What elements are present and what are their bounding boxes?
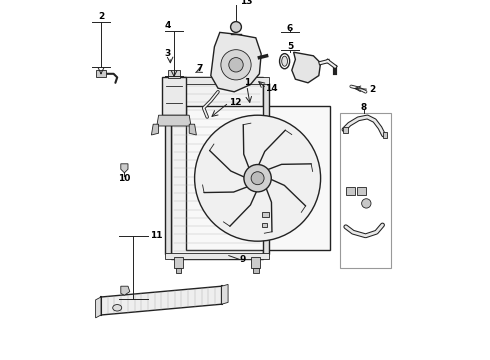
Polygon shape	[221, 284, 228, 304]
Text: 11: 11	[149, 231, 162, 240]
Bar	[357, 187, 366, 195]
Text: 8: 8	[361, 104, 367, 112]
Text: 2: 2	[98, 12, 104, 21]
Text: 12: 12	[229, 98, 241, 107]
Circle shape	[251, 172, 264, 185]
Circle shape	[362, 199, 371, 208]
Text: 1: 1	[244, 77, 250, 86]
Bar	[343, 127, 348, 133]
Text: 9: 9	[240, 255, 246, 264]
Bar	[253, 268, 259, 273]
Polygon shape	[121, 286, 130, 295]
Bar	[341, 113, 391, 268]
Text: 6: 6	[287, 23, 293, 32]
Polygon shape	[121, 164, 128, 173]
Bar	[165, 253, 270, 259]
Polygon shape	[151, 124, 159, 135]
Bar	[251, 257, 260, 268]
Bar	[162, 77, 186, 115]
Text: 14: 14	[265, 84, 277, 93]
Bar	[186, 106, 330, 250]
Bar	[383, 132, 387, 138]
Polygon shape	[292, 52, 320, 83]
Bar	[263, 83, 270, 254]
Bar	[346, 187, 355, 195]
Polygon shape	[211, 32, 261, 92]
Circle shape	[221, 50, 251, 80]
Polygon shape	[96, 297, 101, 318]
Ellipse shape	[280, 54, 290, 69]
Text: 4: 4	[165, 21, 171, 30]
Circle shape	[195, 115, 320, 241]
Bar	[165, 83, 171, 254]
Text: 2: 2	[369, 85, 375, 94]
Text: 5: 5	[287, 42, 293, 51]
Bar	[168, 70, 180, 78]
Text: 7: 7	[197, 64, 203, 73]
Ellipse shape	[113, 305, 122, 311]
Polygon shape	[96, 70, 106, 77]
Ellipse shape	[282, 56, 288, 66]
Circle shape	[231, 22, 242, 32]
Bar	[262, 212, 269, 217]
Bar	[262, 223, 268, 227]
Bar	[175, 268, 181, 273]
Polygon shape	[189, 124, 196, 135]
Circle shape	[229, 58, 243, 72]
Bar	[174, 257, 183, 268]
Bar	[165, 77, 270, 84]
Text: 10: 10	[118, 174, 131, 183]
Text: 3: 3	[165, 49, 171, 58]
Circle shape	[244, 165, 271, 192]
Polygon shape	[101, 286, 221, 315]
Text: 13: 13	[240, 0, 252, 6]
Polygon shape	[157, 115, 191, 126]
Bar	[171, 77, 263, 259]
